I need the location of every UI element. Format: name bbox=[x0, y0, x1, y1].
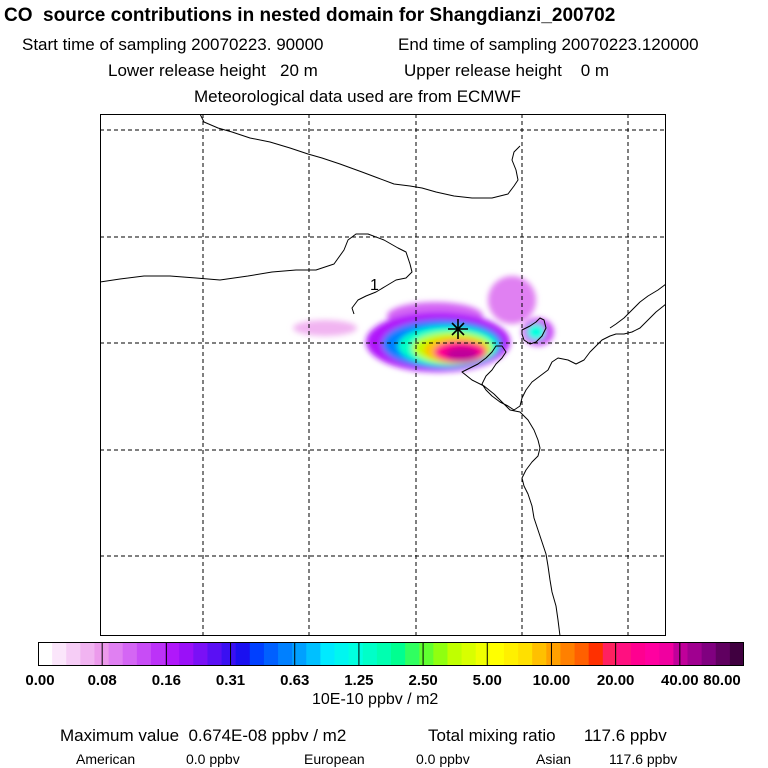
colorbar-cell bbox=[602, 642, 618, 666]
upper-release-height-label: Upper release height 0 m bbox=[404, 61, 610, 80]
colorbar-tick-label: 1.25 bbox=[344, 672, 374, 689]
colorbar-cell bbox=[150, 642, 166, 666]
start-time-label: Start time of sampling 20070223. 90000 bbox=[22, 35, 324, 54]
colorbar-tick-label: 0.00 bbox=[25, 672, 55, 689]
colorbar-separators bbox=[101, 642, 681, 666]
plume-core bbox=[446, 347, 478, 361]
asian-label: Asian bbox=[536, 751, 572, 767]
colorbar-cell bbox=[715, 642, 731, 666]
map-background bbox=[100, 114, 666, 636]
colorbar-cell bbox=[503, 642, 519, 666]
colorbar-cell bbox=[673, 642, 689, 666]
concentration-plume bbox=[293, 276, 554, 372]
contribution-map: 1 bbox=[100, 114, 666, 636]
colorbar-cell bbox=[193, 642, 209, 666]
map-frame bbox=[100, 114, 666, 636]
colorbar-cell bbox=[263, 642, 279, 666]
colorbar-cell bbox=[235, 642, 251, 666]
colorbar-cell bbox=[320, 642, 336, 666]
map-boundaries bbox=[100, 114, 666, 636]
colorbar-cell bbox=[80, 642, 96, 666]
colorbar-cell bbox=[334, 642, 350, 666]
american-label: American bbox=[76, 751, 136, 767]
colorbar-cell bbox=[631, 642, 646, 666]
plume-boundary-segment bbox=[521, 317, 547, 345]
colorbar-cell bbox=[391, 642, 406, 666]
receptor-marker-diag-2 bbox=[451, 322, 465, 336]
asian-value: 117.6 ppbv bbox=[609, 751, 678, 767]
colorbar-cell bbox=[278, 642, 293, 666]
colorbar-tick-label: 2.50 bbox=[408, 672, 438, 689]
colorbar-tick-label: 0.16 bbox=[151, 672, 181, 689]
colorbar-cell bbox=[588, 642, 604, 666]
european-label: European bbox=[304, 751, 365, 767]
end-time-label: End time of sampling 20070223.120000 bbox=[398, 35, 699, 54]
plume-northeast-lobe bbox=[488, 276, 536, 324]
colorbar-tick-label: 80.00 bbox=[703, 672, 741, 689]
colorbar-cell bbox=[376, 642, 392, 666]
colorbar-cell bbox=[489, 642, 505, 666]
colorbar-cell bbox=[292, 642, 307, 666]
maximum-value-label: Maximum value 0.674E-08 ppbv / m2 bbox=[60, 726, 347, 745]
colorbar-cell bbox=[645, 642, 660, 666]
colorbar-cell bbox=[52, 642, 67, 666]
colorbar-cell bbox=[461, 642, 477, 666]
lat-lon-grid bbox=[100, 114, 666, 636]
lower-release-height-label: Lower release height 20 m bbox=[108, 61, 318, 80]
colorbar-cell bbox=[433, 642, 449, 666]
colorbar-cell bbox=[659, 642, 674, 666]
total-mixing-ratio-label: Total mixing ratio 117.6 ppbv bbox=[428, 726, 667, 745]
colorbar-cell bbox=[221, 642, 237, 666]
colorbar-tick-label: 10.00 bbox=[532, 672, 571, 689]
colorbar-cell bbox=[518, 642, 533, 666]
colorbar-cell bbox=[532, 642, 547, 666]
colorbar-unit-label: 10E-10 ppbv / m2 bbox=[312, 691, 439, 708]
colorbar-cell bbox=[405, 642, 420, 666]
colorbar-tick-label: 0.31 bbox=[215, 672, 246, 689]
plume-west-tail bbox=[293, 320, 357, 336]
colorbar-frame bbox=[38, 642, 744, 666]
colorbar-cell bbox=[108, 642, 124, 666]
colorbar-tick-label: 20.00 bbox=[596, 672, 635, 689]
colorbar-cell bbox=[136, 642, 152, 666]
colorbar-cell bbox=[207, 642, 223, 666]
colorbar-cell bbox=[447, 642, 463, 666]
eastern-coastline bbox=[461, 303, 666, 636]
colorbar-tick-label: 40.00 bbox=[661, 672, 699, 689]
european-value: 0.0 ppbv bbox=[416, 751, 470, 767]
colorbar-cell bbox=[574, 642, 590, 666]
colorbar-tick-label: 0.63 bbox=[280, 672, 310, 689]
colorbar-cell bbox=[560, 642, 576, 666]
receptor-marker-icon bbox=[448, 319, 468, 339]
colorbar-cell bbox=[687, 642, 703, 666]
colorbar-tick-label: 0.08 bbox=[87, 672, 117, 689]
colorbar-cell bbox=[38, 642, 53, 666]
colorbar-cell bbox=[546, 642, 562, 666]
colorbar bbox=[38, 642, 744, 666]
colorbar-cell bbox=[66, 642, 81, 666]
american-value: 0.0 ppbv bbox=[186, 751, 240, 767]
colorbar-cell bbox=[348, 642, 364, 666]
colorbar-cell bbox=[616, 642, 632, 666]
colorbar-cell bbox=[306, 642, 321, 666]
colorbar-cell bbox=[362, 642, 378, 666]
colorbar-cells bbox=[38, 642, 744, 666]
colorbar-cell bbox=[179, 642, 194, 666]
colorbar-tick-label: 5.00 bbox=[472, 672, 502, 689]
colorbar-cell bbox=[165, 642, 180, 666]
border-loop-segment bbox=[100, 233, 413, 315]
colorbar-cell bbox=[249, 642, 265, 666]
plume-east-core bbox=[527, 324, 545, 340]
colorbar-cell bbox=[122, 642, 138, 666]
colorbar-cell bbox=[419, 642, 434, 666]
met-data-label: Meteorological data used are from ECMWF bbox=[194, 87, 521, 106]
plot-title: CO source contributions in nested domain… bbox=[4, 5, 616, 26]
colorbar-cell bbox=[701, 642, 717, 666]
peninsula-coastline bbox=[609, 283, 666, 329]
colorbar-cell bbox=[475, 642, 491, 666]
region-number-label: 1 bbox=[370, 277, 379, 294]
colorbar-cell bbox=[729, 642, 744, 666]
northern-border bbox=[199, 114, 521, 199]
